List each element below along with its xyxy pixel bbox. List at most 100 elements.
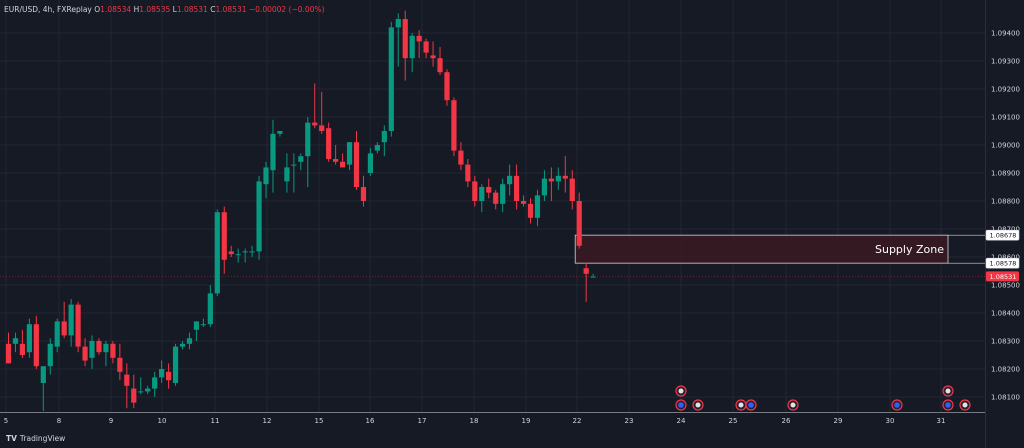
candle-body	[423, 41, 429, 53]
supply-zone[interactable]: Supply Zone	[574, 234, 985, 264]
chart-grid	[0, 0, 986, 448]
candle-body	[26, 324, 32, 353]
candle-body	[165, 371, 172, 381]
candle-body	[562, 175, 568, 179]
time-tick-label: 23	[625, 417, 634, 425]
candle-body	[360, 187, 367, 201]
candle-body	[458, 150, 464, 165]
candle-body	[486, 187, 492, 193]
candle-body	[61, 321, 67, 336]
time-tick-label: 5	[4, 417, 8, 425]
candle-body	[409, 35, 415, 59]
price-tick-label: 1.08600	[991, 254, 1020, 262]
candle-body	[145, 388, 151, 392]
price-label-box	[985, 229, 1020, 241]
candle-body	[353, 142, 360, 187]
candle-body	[235, 254, 241, 256]
event-dot-icon	[894, 402, 900, 408]
price-tick-label: 1.08800	[991, 198, 1020, 206]
candle-body	[33, 324, 39, 367]
candle-body	[326, 128, 332, 159]
candle-body	[103, 343, 109, 353]
candle-body	[12, 338, 19, 344]
event-dot-icon	[748, 402, 754, 408]
flag-dot-icon	[678, 388, 684, 394]
low-value: 1.08531	[176, 5, 208, 14]
candle-body	[388, 27, 394, 131]
price-axis[interactable]: 1.09400 1.09300 1.09200 1.09100 1.09000 1.089…	[985, 30, 1020, 402]
candle-body	[493, 192, 499, 204]
event-markers[interactable]	[675, 385, 971, 411]
price-tick-label: 1.08700	[991, 226, 1020, 234]
time-tick-label: 18	[470, 417, 479, 425]
price-tick-label: 1.09200	[991, 86, 1020, 94]
candle-body	[500, 184, 506, 204]
candle-body	[374, 145, 380, 151]
candle-body	[242, 251, 248, 253]
time-tick-label: 26	[782, 417, 791, 425]
symbol-title: EUR/USD, 4h, FXReplay	[4, 5, 92, 14]
candle-body	[54, 321, 60, 347]
time-tick-label: 30	[886, 417, 895, 425]
candle-body	[472, 181, 478, 201]
candle-body	[75, 304, 81, 347]
tradingview-logo[interactable]: TV TradingView	[6, 434, 65, 443]
supply-zone-box	[574, 234, 949, 264]
time-tick-label: 24	[677, 417, 686, 425]
candle-body	[284, 167, 290, 182]
brand-name: TradingView	[19, 434, 66, 443]
open-value: 1.08534	[100, 5, 132, 14]
candle-body	[527, 203, 534, 218]
candle-body	[312, 122, 318, 126]
price-tick-label: 1.09300	[991, 58, 1020, 66]
candle-body	[82, 346, 88, 361]
candle-body	[402, 19, 408, 59]
candle-body	[47, 343, 53, 367]
candle-body	[40, 366, 46, 383]
candle-body	[131, 388, 137, 403]
candle-body	[319, 125, 325, 131]
candle-body	[110, 343, 116, 358]
candle-body	[444, 72, 450, 101]
candle-body	[548, 178, 554, 182]
event-dot-icon	[945, 402, 951, 408]
price-label-box	[985, 257, 1020, 269]
time-tick-label: 10	[158, 417, 167, 425]
candle-body	[249, 251, 255, 253]
candle-body	[186, 338, 193, 344]
candle-body	[117, 357, 123, 372]
candle-body	[569, 178, 575, 201]
time-tick-label: 8	[57, 417, 61, 425]
candle-body	[541, 178, 548, 196]
candle-body	[124, 374, 130, 386]
time-tick-label: 29	[834, 417, 843, 425]
candle-body	[270, 133, 276, 171]
close-value: 1.08531	[215, 5, 247, 14]
candle-body	[291, 164, 297, 166]
tv-icon: TV	[6, 434, 17, 443]
candlestick-series	[5, 10, 596, 411]
price-label-text: 1.08678	[990, 232, 1017, 240]
candle-body	[89, 341, 95, 358]
candle-body	[138, 391, 144, 393]
price-tick-label: 1.08200	[991, 366, 1020, 374]
candle-body	[465, 164, 471, 182]
plot-background	[0, 0, 985, 412]
candle-body	[207, 293, 213, 325]
time-tick-label: 17	[418, 417, 427, 425]
flag-dot-icon	[790, 402, 796, 408]
candle-body	[19, 343, 26, 355]
candle-body	[172, 346, 179, 383]
time-axis[interactable]: 5 8 9 10 11 12 15 16 17 18 19 22 23 24 25 26 29 30 31	[4, 417, 946, 425]
high-value: 1.08535	[139, 5, 171, 14]
time-tick-label: 16	[366, 417, 375, 425]
candle-body	[333, 159, 339, 162]
candle-body	[159, 369, 165, 378]
candle-body	[430, 55, 436, 59]
time-tick-label: 12	[263, 417, 272, 425]
candle-body	[179, 343, 186, 347]
candle-body	[507, 175, 513, 185]
candle-body	[214, 212, 220, 294]
time-tick-label: 11	[211, 417, 220, 425]
